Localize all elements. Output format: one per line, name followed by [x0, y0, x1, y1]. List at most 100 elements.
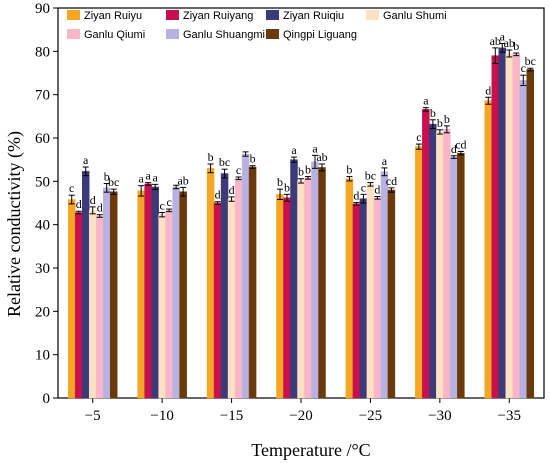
bar	[304, 177, 312, 399]
significance-letter: d	[485, 83, 491, 97]
bar	[429, 123, 437, 399]
significance-letter: ab	[504, 36, 515, 50]
significance-letter: bc	[525, 54, 536, 68]
legend-swatch	[266, 10, 279, 20]
y-tick-label: 30	[35, 261, 50, 277]
bar	[213, 202, 222, 399]
bar	[67, 199, 76, 399]
y-axis-title: Relative conductivity (%)	[4, 131, 25, 317]
bar	[137, 190, 145, 399]
bar	[88, 210, 97, 399]
y-tick-label: 10	[35, 348, 50, 364]
y-tick-label: 90	[35, 1, 50, 17]
bar	[276, 194, 284, 399]
bar	[234, 178, 243, 399]
legend-label: Ziyan Ruiyang	[183, 10, 253, 22]
bar	[151, 186, 159, 399]
significance-letter: b	[277, 175, 283, 189]
y-tick-label: 80	[35, 44, 50, 60]
bar	[172, 186, 180, 399]
bar	[102, 187, 111, 399]
significance-letter: ab	[490, 34, 501, 48]
bar	[387, 189, 396, 399]
legend-label: Ziyan Ruiyu	[84, 10, 142, 22]
significance-letter: cd	[386, 174, 397, 188]
significance-letter: d	[97, 201, 103, 215]
significance-letter: ab	[316, 150, 327, 164]
significance-letter: a	[83, 153, 89, 167]
bar	[457, 152, 465, 399]
significance-letter: b	[305, 163, 311, 177]
bar	[318, 167, 326, 399]
bar	[241, 153, 250, 399]
bar	[144, 183, 152, 399]
significance-letter: d	[215, 188, 221, 202]
x-tick-label: −20	[289, 408, 312, 424]
significance-letter: d	[76, 197, 82, 211]
bar	[283, 197, 291, 399]
significance-letter: bc	[108, 175, 119, 189]
significance-letter: d	[451, 142, 457, 156]
bar	[81, 171, 90, 399]
significance-letter: a	[152, 170, 158, 184]
significance-letter: b	[437, 116, 443, 130]
significance-letter: a	[291, 143, 297, 157]
bar	[352, 203, 361, 399]
bar	[220, 173, 229, 399]
legend-label: Ziyan Ruiqiu	[283, 10, 344, 22]
bar	[380, 171, 389, 399]
x-tick-label: −30	[428, 408, 451, 424]
bar	[165, 210, 173, 399]
bar	[109, 191, 118, 399]
significance-letter: c	[159, 199, 164, 213]
bar	[512, 54, 521, 399]
significance-letter: d	[90, 193, 96, 207]
bar	[248, 166, 257, 399]
significance-letter: b	[284, 180, 290, 194]
y-tick-label: 60	[35, 131, 50, 147]
bar	[74, 212, 83, 399]
bar	[505, 53, 514, 399]
significance-letter: c	[361, 180, 366, 194]
bar	[290, 159, 298, 399]
bar	[366, 184, 375, 399]
bar	[484, 100, 493, 399]
significance-letter: b	[513, 39, 519, 53]
bar	[422, 109, 430, 399]
x-axis-title: Temperature /°C	[251, 440, 370, 460]
y-tick-label: 50	[35, 174, 50, 190]
significance-letter: a	[312, 141, 318, 155]
x-tick-label: −15	[220, 408, 243, 424]
bar	[526, 69, 535, 399]
bar	[179, 191, 187, 399]
significance-letter: bc	[219, 155, 230, 169]
significance-letter: b	[250, 152, 256, 166]
bar	[359, 198, 368, 399]
bar	[158, 214, 166, 399]
legend-label: Ganlu Shumi	[383, 10, 447, 22]
significance-letter: d	[374, 183, 380, 197]
significance-letter: b	[430, 106, 436, 120]
legend-label: Ganlu Qiumi	[84, 29, 145, 41]
bar	[297, 180, 305, 399]
y-axis: 0 10 20 30 40 50 60 70 80 90	[35, 1, 58, 407]
bar	[206, 168, 215, 399]
significance-letter: a	[138, 172, 144, 186]
x-tick-label: −35	[498, 408, 521, 424]
bar	[227, 198, 236, 399]
significance-letter: c	[69, 181, 74, 195]
significance-letter: a	[423, 94, 429, 108]
bar	[498, 47, 507, 399]
legend-swatch	[266, 29, 279, 39]
significance-letter: c	[236, 163, 241, 177]
x-tick-label: −10	[150, 408, 173, 424]
bar	[450, 156, 458, 399]
significance-letter: d	[229, 183, 235, 197]
significance-letter: bc	[365, 169, 376, 183]
bar	[311, 161, 319, 399]
bar	[491, 55, 500, 399]
legend-swatch	[67, 10, 80, 20]
legend-swatch	[166, 29, 179, 39]
